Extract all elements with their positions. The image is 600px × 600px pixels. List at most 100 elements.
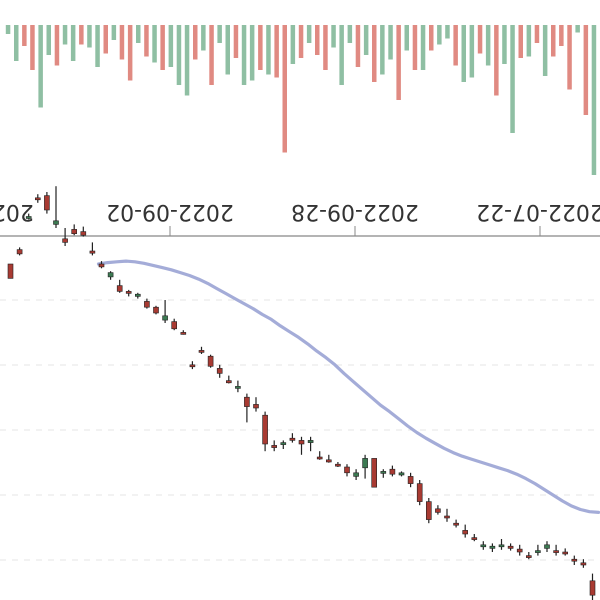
candle-body bbox=[244, 396, 250, 407]
volume-bar bbox=[429, 25, 434, 51]
volume-bar bbox=[217, 25, 222, 43]
volume-bar bbox=[79, 25, 84, 45]
candlestick bbox=[16, 247, 23, 256]
candlestick bbox=[580, 559, 587, 568]
candlestick bbox=[253, 397, 259, 412]
volume-bar bbox=[518, 25, 523, 58]
candlestick bbox=[344, 464, 350, 477]
volume-bar bbox=[70, 25, 76, 61]
volume-bar bbox=[404, 25, 409, 51]
candlestick bbox=[398, 471, 405, 477]
candlestick bbox=[162, 300, 168, 323]
x-tick-label: 2022-09-28 bbox=[291, 199, 419, 224]
volume-bar bbox=[575, 25, 580, 33]
volume-bar bbox=[249, 25, 255, 81]
candlestick bbox=[89, 242, 96, 256]
candle-body bbox=[153, 306, 159, 314]
candlestick bbox=[335, 462, 341, 467]
candle-body bbox=[107, 272, 114, 278]
candlestick bbox=[471, 534, 478, 542]
volume-bar bbox=[209, 25, 214, 85]
volume-bar bbox=[5, 25, 11, 34]
candlestick bbox=[271, 440, 278, 452]
candlestick bbox=[498, 539, 505, 550]
volume-bar bbox=[347, 25, 353, 43]
candle-body bbox=[344, 466, 350, 474]
volume-bar bbox=[315, 25, 320, 55]
candlestick bbox=[107, 271, 114, 280]
candlestick bbox=[516, 544, 523, 556]
volume-bar bbox=[127, 25, 133, 81]
candlestick bbox=[235, 380, 241, 393]
candle-body bbox=[253, 404, 259, 409]
volume-bar bbox=[103, 25, 108, 54]
volume-bar bbox=[363, 25, 369, 55]
candle-body bbox=[407, 476, 414, 484]
candle-body bbox=[189, 364, 196, 368]
candlestick bbox=[435, 505, 441, 515]
x-tick-label: 2022-09-02 bbox=[106, 199, 234, 224]
candlestick bbox=[244, 393, 250, 423]
candle-body bbox=[353, 472, 359, 477]
volume-bar bbox=[437, 25, 442, 45]
candle-body bbox=[235, 386, 241, 389]
x-axis: 2022-08-05 2022-09-02 2022-09-28 2022-07-22 bbox=[0, 199, 600, 237]
candle-body bbox=[207, 355, 214, 367]
candlestick bbox=[262, 411, 268, 452]
volume-bar bbox=[420, 25, 426, 70]
candle-body bbox=[480, 544, 487, 548]
candle-body bbox=[553, 550, 559, 553]
volume-bar bbox=[168, 25, 174, 67]
candle-body bbox=[307, 440, 314, 443]
candlestick bbox=[316, 451, 323, 460]
candlestick bbox=[280, 440, 287, 449]
candle-body bbox=[162, 315, 168, 321]
candle-body bbox=[7, 263, 14, 279]
candlestick bbox=[480, 541, 487, 550]
volume-bar bbox=[412, 25, 418, 70]
candle-body bbox=[516, 548, 523, 553]
candle-body bbox=[226, 380, 232, 384]
candle-body bbox=[89, 250, 96, 254]
volume-bar bbox=[46, 25, 51, 55]
candlestick bbox=[307, 436, 314, 452]
volume-bar bbox=[193, 25, 198, 60]
candlestick bbox=[571, 555, 578, 565]
volume-bar bbox=[290, 25, 296, 64]
candle-body bbox=[398, 472, 405, 476]
candlestick bbox=[362, 454, 368, 479]
candlestick bbox=[298, 436, 305, 455]
volume-bar bbox=[258, 25, 263, 70]
candle-body bbox=[53, 220, 59, 225]
volume-bar bbox=[201, 25, 206, 51]
volume-bar bbox=[510, 25, 515, 133]
volume-bar bbox=[591, 25, 597, 175]
volume-bar bbox=[534, 25, 540, 43]
volume-bar bbox=[62, 25, 68, 45]
candle-body bbox=[98, 263, 105, 268]
candle-body bbox=[216, 368, 223, 374]
volume-bar bbox=[22, 25, 27, 46]
candle-body bbox=[25, 216, 32, 219]
volume-bar bbox=[136, 25, 141, 43]
volume-bar bbox=[233, 25, 239, 58]
volume-bar bbox=[583, 25, 589, 115]
candle-body bbox=[289, 437, 296, 441]
volume-bar bbox=[306, 25, 312, 43]
candlestick bbox=[198, 346, 205, 354]
candle-body bbox=[125, 291, 132, 294]
volume-bar bbox=[396, 25, 401, 100]
volume-panel bbox=[5, 25, 597, 175]
candle-body bbox=[580, 562, 587, 566]
candle-body bbox=[16, 249, 23, 255]
volume-bar bbox=[266, 25, 271, 75]
volume-bar bbox=[380, 25, 385, 75]
candle-body bbox=[180, 332, 187, 335]
candle-body bbox=[380, 471, 387, 474]
candle-body bbox=[71, 229, 77, 234]
candlestick bbox=[189, 361, 196, 370]
candlestick bbox=[80, 226, 87, 237]
volume-bar bbox=[144, 25, 149, 57]
candle-body bbox=[498, 544, 505, 548]
